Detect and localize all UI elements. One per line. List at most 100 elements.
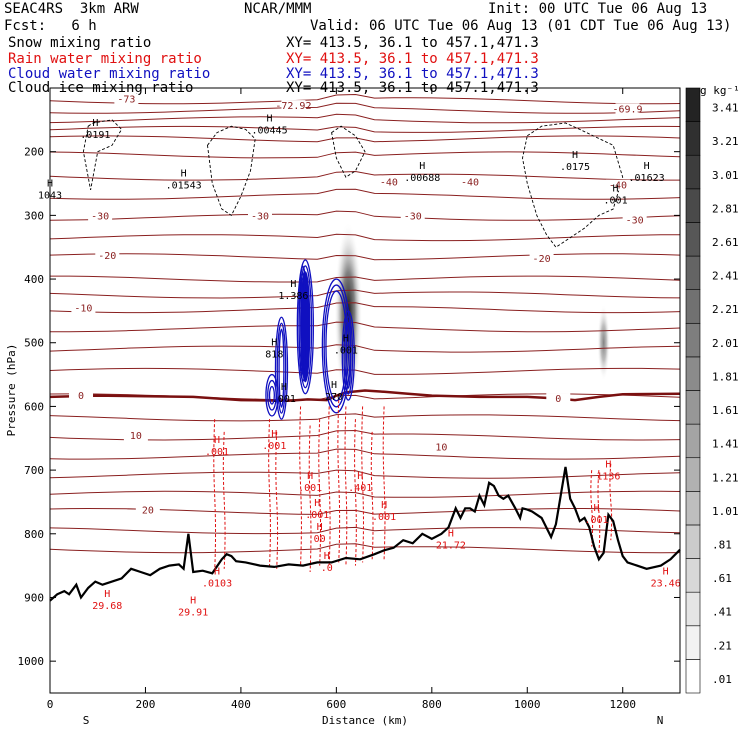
colorbar-unit: g kg⁻¹ — [700, 84, 740, 97]
cloud-water-contour — [298, 265, 308, 382]
cloud-water-contour — [341, 310, 355, 401]
temperature-contour-line — [49, 289, 681, 299]
maximum-marker: H — [593, 503, 599, 514]
temperature-contour-label: -30 — [251, 211, 269, 222]
maximum-marker: H — [281, 382, 287, 393]
rain-contour — [299, 406, 302, 566]
temperature-contour-line — [49, 125, 681, 133]
maximum-value-label: .001 — [584, 515, 608, 526]
rain-contour — [597, 470, 601, 553]
cloud-water-contours — [265, 259, 355, 420]
cloud-water-contour — [274, 316, 289, 420]
maximum-value-label: .001 — [298, 483, 322, 494]
plot-frame — [49, 87, 681, 694]
colorbar-cell — [685, 222, 701, 257]
rain-contour — [213, 419, 217, 573]
maximum-value-label: .0175 — [560, 162, 590, 173]
maximum-value-label: .001 — [305, 510, 329, 521]
x-tick-label: 600 — [326, 698, 346, 711]
org-name: NCAR/MMM — [244, 1, 312, 17]
temperature-contour-line — [50, 275, 681, 283]
rain-contours — [213, 400, 613, 573]
maximum-value-label: .001 — [334, 346, 358, 357]
cloud-ice-contour — [522, 122, 624, 248]
cloud-ice-contour — [82, 119, 123, 190]
maximum-value-label: 00 — [314, 534, 326, 545]
cloud-water-contour — [325, 290, 348, 402]
maximum-marker: H — [181, 169, 187, 180]
maximum-marker: H — [104, 589, 110, 600]
maximum-value-label: 21.72 — [436, 541, 466, 552]
south-label: S — [83, 714, 90, 727]
temperature-contour-line — [49, 188, 681, 200]
rain-contour — [354, 419, 357, 566]
maximum-value-label: .001 — [272, 394, 296, 405]
y-tick-label: 400 — [24, 273, 44, 286]
forecast-hour: Fcst: 6 h — [4, 18, 97, 34]
temperature-contour-label: 10 — [130, 431, 142, 442]
legend-cloud-water-label: Cloud water mixing ratio — [8, 66, 211, 82]
maximum-value-label: 29.91 — [178, 607, 208, 618]
colorbar-cell — [685, 289, 701, 324]
colorbar-tick-label: 1.21 — [712, 471, 739, 484]
colorbar-tick-label: 2.01 — [712, 337, 739, 350]
maximum-marker: H — [357, 471, 363, 482]
colorbar-tick-label: .21 — [712, 639, 732, 652]
ice-core-shading — [597, 304, 610, 381]
rain-contour — [370, 431, 374, 560]
maximum-marker: H — [271, 429, 277, 440]
valid-time: Valid: 06 UTC Tue 06 Aug 13 (01 CDT Tue … — [310, 18, 732, 34]
colorbar-tick-label: 2.21 — [712, 303, 739, 316]
temperature-contour-line — [50, 321, 681, 333]
colorbar-cell — [685, 87, 701, 122]
rain-contour — [344, 406, 348, 566]
colorbar-tick-label: 2.61 — [712, 236, 739, 249]
temperature-label-bg — [615, 103, 640, 115]
x-tick-label: 1200 — [609, 698, 636, 711]
maximum-value-label: 23.46 — [651, 579, 681, 590]
colorbar-tick-label: 2.81 — [712, 202, 739, 215]
temperature-contour-line — [49, 413, 681, 422]
legend-cloud-water-xy: XY= 413.5, 36.1 to 457.1,471.3 — [286, 66, 539, 82]
temperature-contour-line — [49, 469, 681, 479]
legend-snow-xy: XY= 413.5, 36.1 to 457.1,471.3 — [286, 35, 539, 51]
maximum-marker: H — [214, 435, 220, 446]
temperature-contour-line — [49, 93, 681, 105]
maximum-value-label: .00445 — [251, 125, 287, 136]
colorbar-cell — [685, 457, 701, 492]
temperature-contour-line — [49, 526, 681, 535]
rain-contour — [275, 431, 279, 569]
colorbar-tick-label: 3.21 — [712, 135, 739, 148]
temperature-label-bg — [605, 179, 630, 191]
maximum-marker: H — [324, 551, 330, 562]
x-tick-label: 0 — [47, 698, 54, 711]
temperature-label-bg — [529, 252, 554, 264]
colorbar-cell — [685, 188, 701, 223]
maximum-marker: H — [271, 337, 277, 348]
temperature-contour-line — [49, 233, 681, 242]
temperature-contour-line — [49, 344, 681, 353]
axes-layer: 0 200 400 600 800 1000 12002003004005006007008… — [18, 88, 680, 711]
temperature-contour-line — [49, 151, 681, 159]
legend-snow-label: Snow mixing ratio — [8, 35, 152, 51]
x-axis-title: Distance (km) — [322, 714, 408, 727]
temperature-contour-line — [49, 253, 681, 261]
maximum-value-label: .00688 — [404, 173, 440, 184]
y-tick-label: 1000 — [18, 655, 45, 668]
temperature-contour-line — [49, 302, 681, 314]
cloud-water-contour — [301, 277, 305, 370]
ice-shading-layer — [334, 221, 610, 407]
colorbar-cell — [685, 524, 701, 559]
maximum-marker: H — [644, 161, 650, 172]
maximum-value-label: .01623 — [629, 173, 665, 184]
temperature-contour-label: 0 — [555, 394, 561, 405]
terrain-layer — [49, 466, 681, 602]
colorbar-cell — [685, 591, 701, 627]
temperature-contour-line — [49, 429, 681, 441]
colorbar-cell — [685, 356, 701, 391]
maximum-value-label: 270 — [325, 392, 343, 403]
maximum-marker: H — [663, 567, 669, 578]
colorbar-cell — [685, 154, 701, 190]
colorbar-cell — [685, 659, 701, 694]
temperature-contour-label: -40 — [380, 178, 398, 189]
